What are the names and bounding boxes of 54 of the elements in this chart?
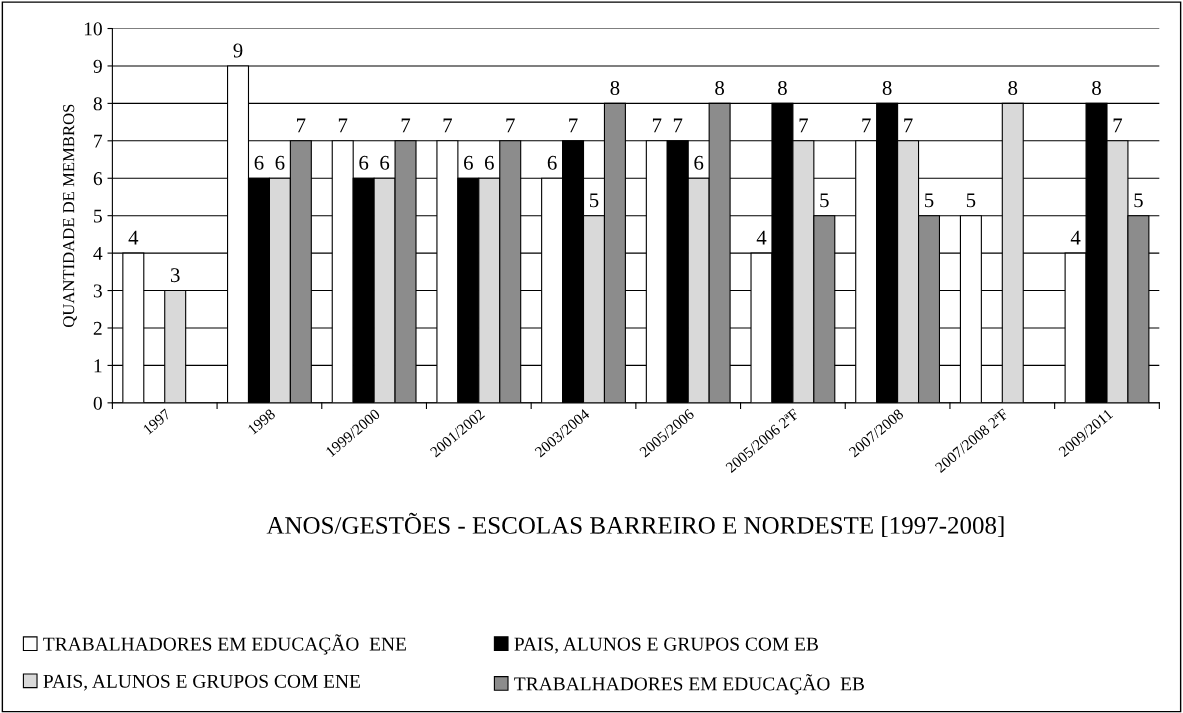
data-label: 7 — [1113, 118, 1123, 133]
data-label: 8 — [715, 80, 725, 95]
data-label: 5 — [1134, 193, 1143, 208]
data-label: 8 — [1092, 80, 1101, 95]
y-tick-label: 7 — [94, 134, 103, 148]
data-label: 6 — [254, 155, 264, 170]
data-label: 6 — [547, 155, 557, 170]
data-label: 7 — [297, 118, 306, 133]
x-axis-title: ANOS/GESTÕES - ESCOLAS BARREIRO E NORDESTE [1997-2008] — [266, 512, 1004, 537]
y-tick-label: 10 — [84, 22, 102, 36]
legend-label: TRABALHADORES EM EDUCAÇÃO EB — [514, 674, 864, 695]
y-tick-label: 6 — [93, 172, 103, 186]
data-label: 5 — [966, 193, 976, 208]
data-label: 5 — [925, 193, 934, 208]
y-tick-label: 0 — [93, 396, 102, 410]
data-label: 7 — [652, 118, 662, 133]
y-axis-title: QUANTIDADE DE MEMBROS — [63, 104, 77, 328]
data-label: 9 — [233, 43, 243, 58]
data-label: 7 — [338, 118, 348, 133]
legend-label: PAIS, ALUNOS E GRUPOS COM EB — [514, 637, 818, 654]
legend-label: TRABALHADORES EM EDUCAÇÃO ENE — [43, 634, 406, 655]
data-label: 7 — [862, 118, 871, 133]
data-label: 7 — [443, 118, 453, 133]
x-tick-label: 1998 — [247, 408, 276, 435]
data-label: 6 — [464, 155, 473, 170]
data-label: 7 — [569, 118, 578, 133]
data-label: 7 — [401, 118, 411, 133]
legend-label: PAIS, ALUNOS E GRUPOS COM ENE — [43, 674, 360, 691]
data-label: 8 — [610, 80, 620, 95]
data-label: 7 — [673, 118, 683, 133]
data-label: 4 — [1070, 230, 1081, 245]
data-label: 8 — [882, 80, 892, 95]
y-tick-label: 1 — [94, 359, 102, 373]
data-label: 8 — [778, 80, 787, 95]
data-label: 6 — [275, 155, 285, 170]
data-label: 4 — [128, 230, 139, 245]
data-label: 7 — [904, 118, 913, 133]
data-label: 6 — [359, 155, 369, 170]
data-label: 5 — [589, 193, 599, 208]
y-tick-label: 3 — [93, 284, 102, 298]
data-label: 8 — [1008, 80, 1018, 95]
data-label: 6 — [380, 155, 390, 170]
data-label: 6 — [694, 155, 704, 170]
data-label: 6 — [484, 155, 494, 170]
y-tick-label: 8 — [93, 97, 102, 111]
data-label: 7 — [506, 118, 515, 133]
data-label: 7 — [799, 118, 808, 133]
y-tick-label: 5 — [94, 209, 102, 223]
data-label: 5 — [820, 193, 829, 208]
y-tick-label: 4 — [93, 247, 103, 260]
data-label: 4 — [756, 230, 767, 245]
data-label: 3 — [170, 268, 180, 283]
y-tick-label: 2 — [93, 321, 102, 335]
y-tick-label: 9 — [93, 59, 102, 73]
